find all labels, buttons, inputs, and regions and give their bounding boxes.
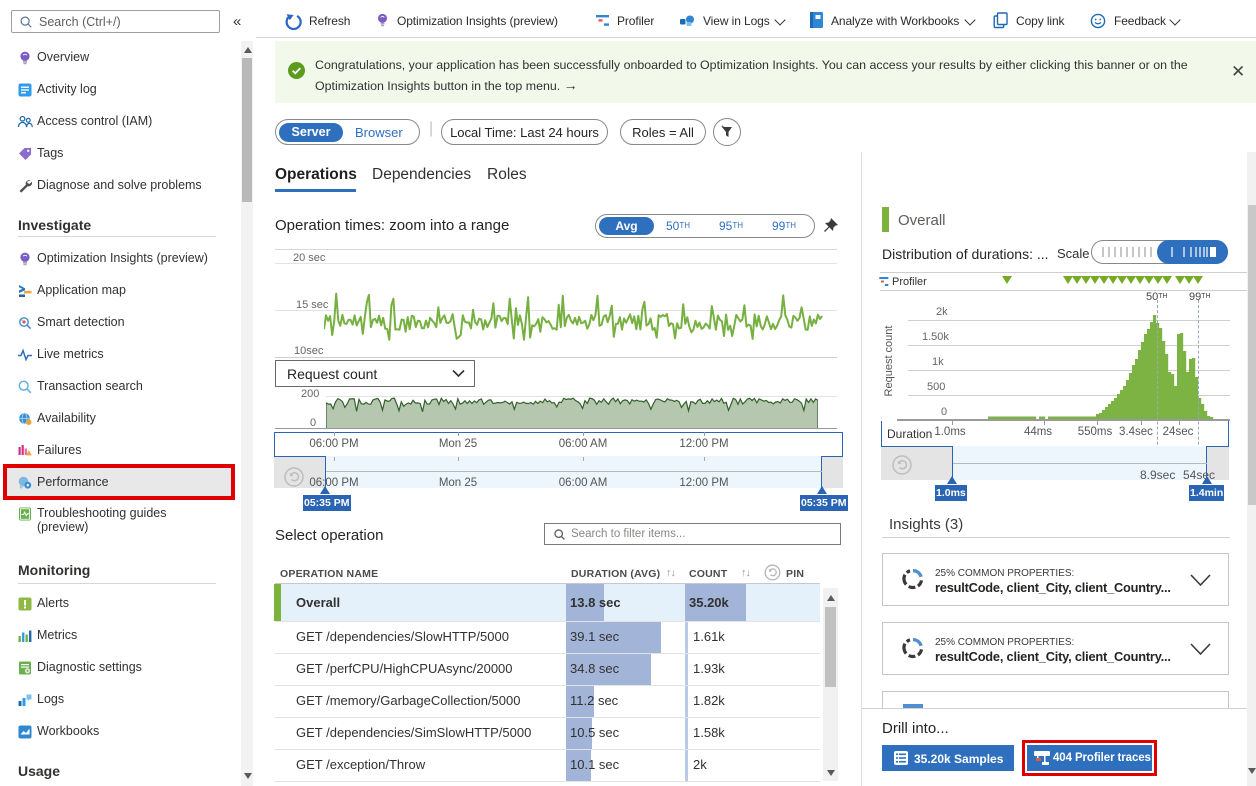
svg-text:+: + [721, 125, 725, 131]
